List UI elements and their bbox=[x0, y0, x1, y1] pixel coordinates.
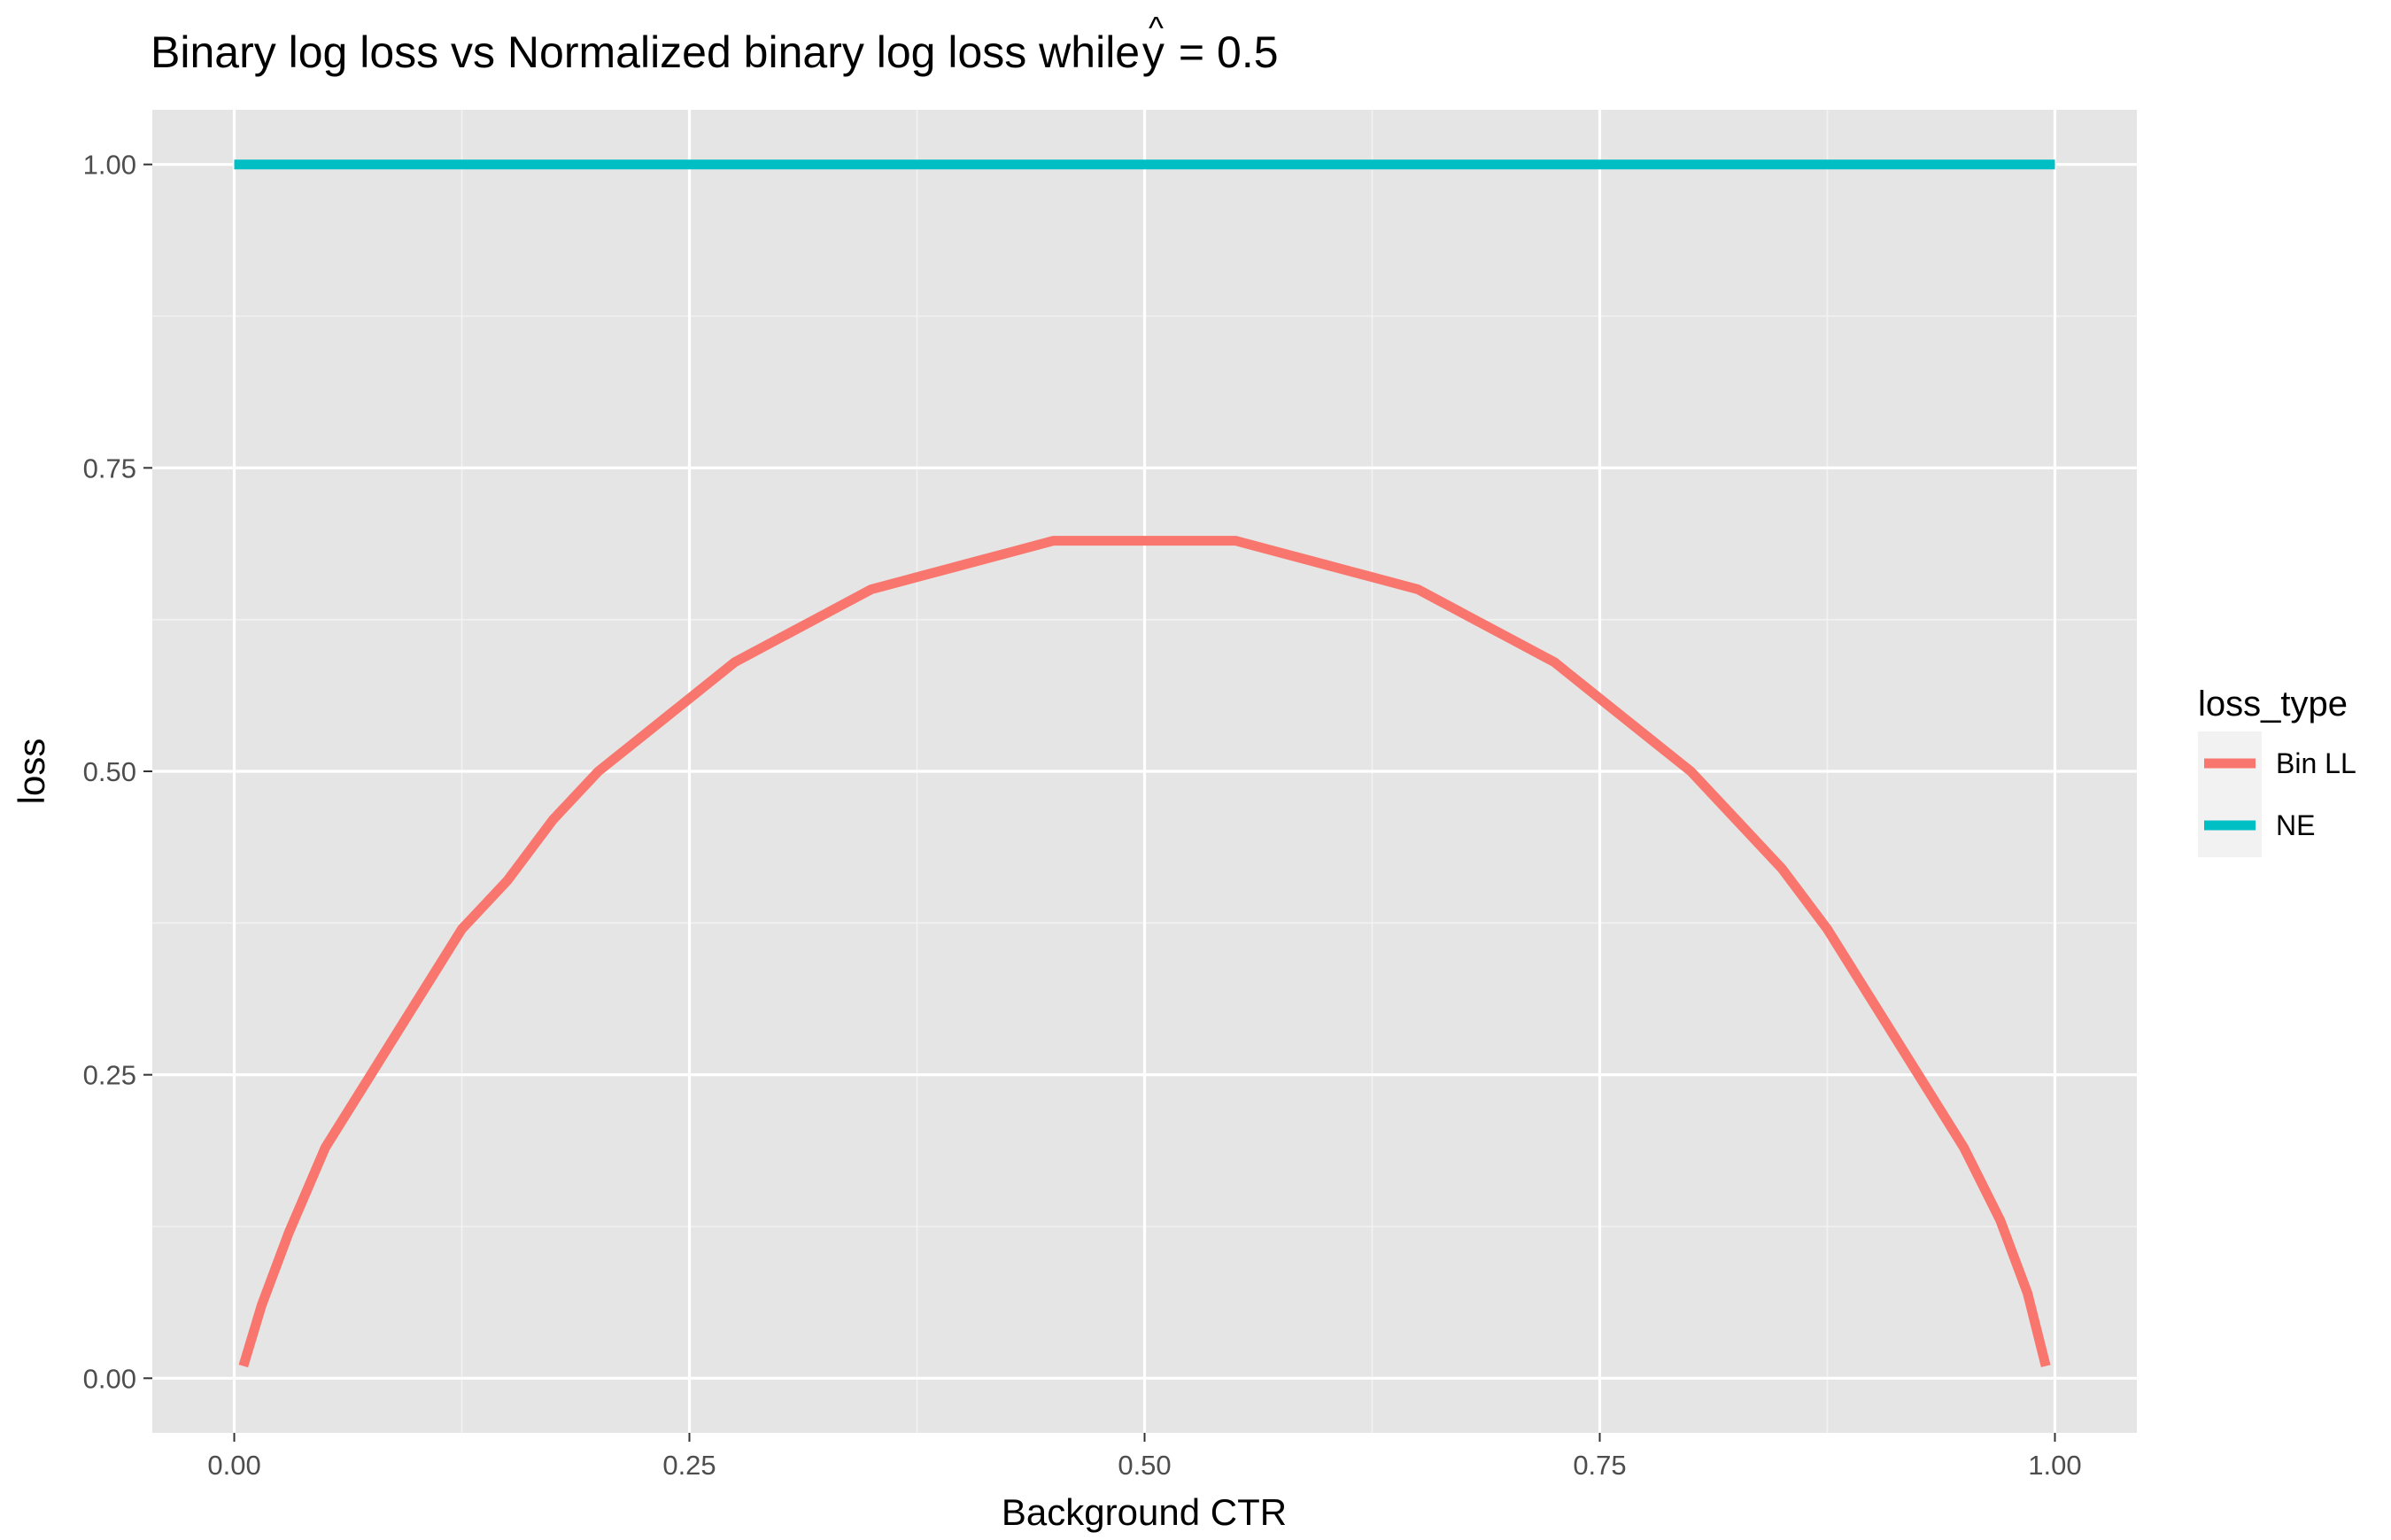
y-axis: 0.00 0.25 0.50 0.75 1.00 bbox=[83, 150, 152, 1394]
y-tick-label: 1.00 bbox=[83, 150, 136, 181]
chart-title-hat: ^ bbox=[1149, 10, 1164, 46]
chart-title-variable: y bbox=[1142, 27, 1165, 77]
x-tick-label: 0.75 bbox=[1573, 1450, 1626, 1481]
y-tick-label: 0.00 bbox=[83, 1363, 136, 1394]
legend-label: Bin LL bbox=[2276, 747, 2356, 779]
chart-title-main: Binary log loss vs Normalized binary log… bbox=[151, 27, 1152, 77]
legend: loss_type Bin LL NE bbox=[2198, 685, 2356, 857]
x-axis-title: Background CTR bbox=[1002, 1491, 1287, 1533]
legend-title: loss_type bbox=[2198, 685, 2348, 724]
x-tick-label: 1.00 bbox=[2028, 1450, 2081, 1481]
grid-major bbox=[152, 110, 2137, 1433]
x-tick-label: 0.00 bbox=[207, 1450, 260, 1481]
legend-keys: Bin LL NE bbox=[2198, 731, 2356, 857]
x-tick-label: 0.25 bbox=[662, 1450, 716, 1481]
x-tick-label: 0.50 bbox=[1118, 1450, 1171, 1481]
y-axis-title: loss bbox=[11, 739, 52, 805]
y-tick-label: 0.25 bbox=[83, 1060, 136, 1091]
chart-title-equals: = 0.5 bbox=[1179, 27, 1279, 77]
legend-label: NE bbox=[2276, 809, 2315, 841]
series-layer bbox=[234, 159, 2055, 1368]
y-tick-label: 0.75 bbox=[83, 453, 136, 484]
chart-title: Binary log loss vs Normalized binary log… bbox=[151, 10, 1279, 77]
y-tick-label: 0.50 bbox=[83, 756, 136, 787]
series-line-bin-ll bbox=[238, 536, 2051, 1368]
x-axis: 0.00 0.25 0.50 0.75 1.00 bbox=[207, 1433, 2082, 1481]
